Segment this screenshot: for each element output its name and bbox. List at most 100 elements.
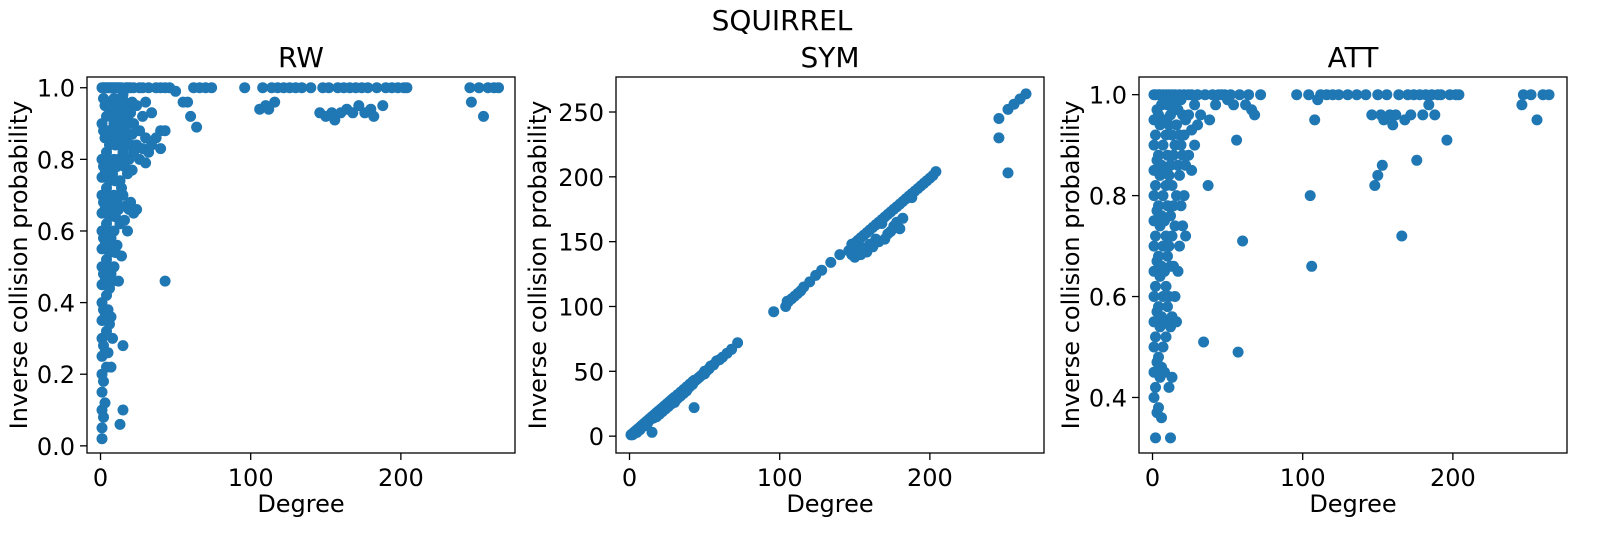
scatter-point <box>1150 280 1161 292</box>
scatter-point <box>1243 89 1255 101</box>
scatter-point <box>1157 139 1169 151</box>
scatter-point <box>122 225 133 237</box>
scatter-point <box>116 250 127 262</box>
scatter-point <box>117 189 129 201</box>
scatter-point <box>1171 119 1182 131</box>
scatter-point <box>1168 149 1179 161</box>
scatter-point <box>140 157 152 169</box>
scatter-point <box>1423 99 1435 111</box>
scatter-point <box>1309 114 1321 126</box>
scatter-point <box>1150 331 1161 343</box>
scatter-point <box>1369 180 1381 191</box>
scatter-point <box>1165 432 1176 444</box>
scatter-point <box>99 397 111 409</box>
scatter-point <box>465 96 477 108</box>
scatter-point <box>1150 180 1161 191</box>
y-tick-label: 0.8 <box>37 146 75 174</box>
scatter-point <box>1171 190 1182 202</box>
x-axis-label: Degree <box>257 490 344 518</box>
scatter-point <box>114 418 126 430</box>
scatter-point <box>1020 88 1032 100</box>
x-tick-label: 100 <box>228 464 274 492</box>
scatter-point <box>107 332 118 344</box>
scatter-point <box>1531 114 1543 126</box>
scatter-point <box>1162 250 1173 262</box>
y-tick-label: 1.0 <box>1089 82 1127 110</box>
scatter-point <box>1177 220 1189 232</box>
scatter-point <box>117 340 129 352</box>
scatter-point <box>1150 129 1161 141</box>
scatter-point <box>269 96 281 108</box>
scatter-point <box>1387 119 1399 131</box>
scatter-point <box>111 239 123 251</box>
subplot-title: ATT <box>1328 41 1380 74</box>
y-tick-label: 150 <box>558 229 604 257</box>
scatter-point <box>159 275 171 287</box>
scatter-point <box>993 113 1005 124</box>
scatter-point <box>96 422 108 434</box>
y-tick-label: 250 <box>558 99 604 127</box>
scatter-point <box>1435 89 1447 101</box>
scatter-point <box>1417 109 1429 121</box>
x-tick-label: 100 <box>757 464 803 492</box>
y-axis-label: Inverse collision probability <box>1057 101 1085 430</box>
figure-suptitle: SQUIRREL <box>712 4 853 37</box>
scatter-point <box>1291 89 1303 101</box>
scatter-point <box>1204 114 1216 126</box>
y-tick-label: 0.4 <box>1089 384 1127 412</box>
x-tick-label: 200 <box>378 464 424 492</box>
scatter-point <box>834 249 846 261</box>
scatter-point <box>1333 89 1345 101</box>
scatter-point <box>493 82 504 94</box>
scatter-point <box>1202 180 1214 191</box>
scatter-point <box>1148 190 1160 202</box>
scatter-point <box>1198 336 1210 348</box>
scatter-point <box>732 337 744 349</box>
scatter-point <box>930 166 942 178</box>
scatter-point <box>1166 180 1178 191</box>
y-tick-label: 1.0 <box>37 75 75 103</box>
scatter-point <box>1381 89 1393 101</box>
scatter-point <box>1429 109 1441 121</box>
scatter-point <box>1157 341 1169 353</box>
scatter-point <box>119 214 130 226</box>
scatter-point <box>126 164 138 176</box>
scatter-point <box>1002 167 1014 179</box>
scatter-point <box>473 82 485 94</box>
scatter-point <box>102 347 114 359</box>
scatter-point <box>478 110 489 122</box>
scatter-point <box>1306 260 1318 272</box>
scatter-point <box>1390 109 1402 121</box>
y-tick-label: 0.6 <box>37 218 75 246</box>
scatter-point <box>1153 301 1164 313</box>
scatter-point <box>768 306 780 318</box>
scatter-point <box>125 107 137 119</box>
scatter-point <box>1304 190 1316 202</box>
scatter-point <box>108 261 120 273</box>
scatter-point <box>1150 381 1161 393</box>
scatter-point <box>1396 230 1408 242</box>
scatter-point <box>1255 89 1267 101</box>
subplot-title: RW <box>278 41 324 74</box>
scatter-point <box>125 196 137 208</box>
scatter-point <box>1178 190 1190 202</box>
scatter-point <box>105 361 117 373</box>
scatter-point <box>170 85 182 97</box>
y-tick-label: 200 <box>558 164 604 192</box>
x-tick-label: 100 <box>1280 464 1326 492</box>
scatter-point <box>1148 392 1160 403</box>
scatter-point <box>131 100 143 112</box>
scatter-point <box>1148 291 1160 302</box>
scatter-point <box>1175 139 1187 151</box>
scatter-point <box>1342 89 1354 101</box>
scatter-point <box>1153 402 1164 414</box>
scatter-point <box>1231 134 1243 146</box>
scatter-point <box>1234 89 1246 101</box>
scatter-point <box>1169 220 1181 232</box>
scatter-point <box>108 225 120 237</box>
scatter-point <box>137 110 149 122</box>
scatter-point <box>185 110 197 122</box>
scatter-point <box>688 402 700 414</box>
x-tick-label: 0 <box>93 464 108 492</box>
scatter-point <box>1303 89 1315 101</box>
